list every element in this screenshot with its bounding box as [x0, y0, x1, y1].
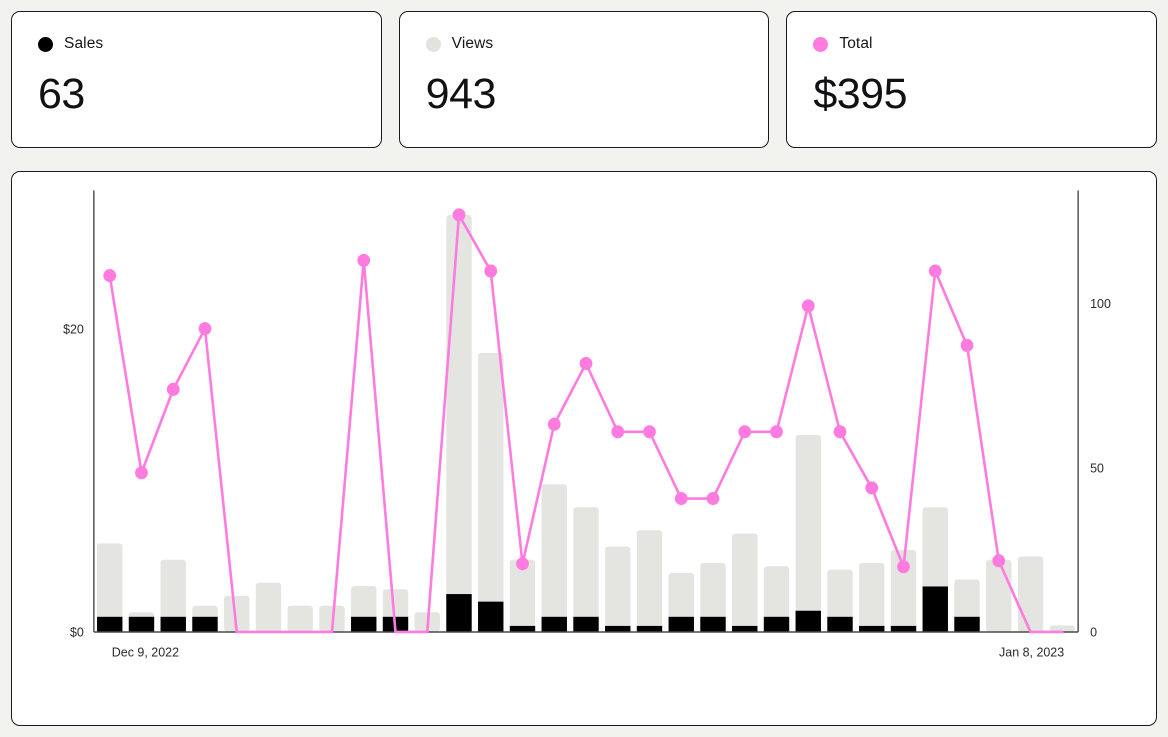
- bar-views[interactable]: [224, 595, 250, 632]
- bar-sales[interactable]: [509, 625, 536, 632]
- stats-row: Sales 63 Views 943 Total $395: [11, 11, 1158, 148]
- stat-card-total-label: Total: [839, 35, 873, 53]
- line-point-total[interactable]: [897, 560, 910, 574]
- bar-views[interactable]: [859, 563, 885, 632]
- bar-sales[interactable]: [192, 616, 218, 632]
- line-point-total[interactable]: [643, 425, 656, 439]
- bar-views[interactable]: [732, 533, 758, 632]
- bar-sales[interactable]: [763, 616, 790, 632]
- bar-sales[interactable]: [351, 616, 377, 632]
- stat-card-views-header: Views: [425, 34, 743, 54]
- line-point-total[interactable]: [547, 417, 561, 431]
- bar-views[interactable]: [541, 484, 567, 632]
- bar-sales[interactable]: [128, 616, 155, 632]
- bar-views[interactable]: [255, 582, 282, 632]
- bar-sales[interactable]: [732, 625, 758, 632]
- bar-sales[interactable]: [446, 594, 472, 632]
- combo-chart[interactable]: $0 $20 0 50 100 Dec 9, 2022 Jan 8, 2023: [12, 172, 1156, 725]
- legend-dot-icon-total: [813, 36, 829, 52]
- bar-views[interactable]: [573, 507, 599, 632]
- stat-card-sales[interactable]: Sales 63: [11, 11, 382, 148]
- x-axis-end-date-label: Jan 8, 2023: [999, 645, 1064, 659]
- line-point-total[interactable]: [833, 425, 847, 439]
- line-point-total[interactable]: [198, 322, 212, 336]
- bar-sales[interactable]: [795, 610, 821, 632]
- y-axis-right-tick-label: 50: [1090, 461, 1104, 475]
- line-point-total[interactable]: [484, 264, 498, 278]
- bar-views[interactable]: [1049, 625, 1075, 632]
- bar-views[interactable]: [97, 543, 123, 632]
- stat-card-views-label: Views: [451, 35, 494, 53]
- stat-card-total-header: Total: [813, 34, 1130, 54]
- line-point-total[interactable]: [928, 264, 942, 278]
- line-point-total[interactable]: [135, 466, 148, 480]
- bar-sales[interactable]: [954, 616, 980, 632]
- y-axis-right-tick-label: 0: [1090, 625, 1097, 639]
- bar-views[interactable]: [636, 530, 663, 632]
- bar-sales[interactable]: [700, 616, 726, 632]
- line-point-total[interactable]: [865, 481, 879, 495]
- bar-views[interactable]: [795, 434, 821, 632]
- chart-card[interactable]: $0 $20 0 50 100 Dec 9, 2022 Jan 8, 2023: [11, 171, 1157, 726]
- line-point-total[interactable]: [611, 425, 625, 439]
- line-point-total[interactable]: [452, 208, 466, 222]
- bar-views[interactable]: [509, 559, 536, 632]
- line-point-total[interactable]: [357, 253, 371, 267]
- bar-sales[interactable]: [605, 625, 631, 632]
- line-point-total[interactable]: [674, 491, 688, 506]
- bar-views[interactable]: [287, 605, 313, 632]
- bar-views[interactable]: [446, 214, 472, 632]
- bar-sales[interactable]: [668, 616, 694, 632]
- bar-sales[interactable]: [97, 616, 123, 632]
- bar-views[interactable]: [827, 569, 853, 632]
- legend-dot-icon-views: [425, 36, 441, 52]
- y-axis-left-tick-label: $20: [63, 322, 84, 336]
- y-axis-left-tick-label: $0: [70, 625, 84, 639]
- line-point-total[interactable]: [770, 425, 783, 439]
- line-point-total[interactable]: [103, 269, 117, 283]
- bar-sales[interactable]: [573, 616, 599, 632]
- stat-card-total[interactable]: Total $395: [786, 11, 1158, 148]
- bar-sales[interactable]: [541, 616, 567, 632]
- stat-card-total-value: $395: [813, 70, 908, 118]
- line-point-total[interactable]: [801, 299, 815, 313]
- line-point-total[interactable]: [579, 357, 593, 371]
- bar-views[interactable]: [1017, 556, 1044, 632]
- bar-views[interactable]: [890, 549, 917, 632]
- bar-views[interactable]: [700, 563, 726, 632]
- line-point-total[interactable]: [516, 557, 529, 571]
- bar-sales[interactable]: [922, 586, 948, 632]
- bar-sales[interactable]: [859, 625, 885, 632]
- bar-views[interactable]: [986, 559, 1012, 632]
- stat-card-sales-label: Sales: [64, 35, 104, 53]
- stat-card-views[interactable]: Views 943: [398, 11, 770, 148]
- line-point-total[interactable]: [706, 491, 720, 506]
- bar-group: [97, 214, 1075, 632]
- bar-views[interactable]: [763, 566, 790, 632]
- y-axis-right-tick-label: 100: [1090, 297, 1111, 311]
- stat-card-views-value: 943: [425, 70, 497, 118]
- bar-sales[interactable]: [160, 616, 186, 632]
- legend-dot-icon-sales: [38, 36, 53, 52]
- bar-sales[interactable]: [636, 625, 663, 632]
- line-point-total[interactable]: [992, 554, 1006, 568]
- line-point-total[interactable]: [960, 338, 974, 352]
- bar-views[interactable]: [478, 352, 504, 632]
- bar-sales[interactable]: [478, 601, 504, 632]
- line-point-total[interactable]: [166, 382, 180, 396]
- bar-views[interactable]: [605, 546, 631, 632]
- stat-card-sales-value: 63: [38, 70, 85, 118]
- bar-sales[interactable]: [890, 625, 917, 632]
- chart-container: $0 $20 0 50 100 Dec 9, 2022 Jan 8, 2023: [12, 172, 1156, 725]
- stat-card-sales-header: Sales: [38, 34, 355, 54]
- x-axis-start-date-label: Dec 9, 2022: [112, 645, 179, 659]
- bar-views[interactable]: [160, 559, 186, 632]
- bar-sales[interactable]: [827, 616, 853, 632]
- line-point-total[interactable]: [738, 425, 752, 439]
